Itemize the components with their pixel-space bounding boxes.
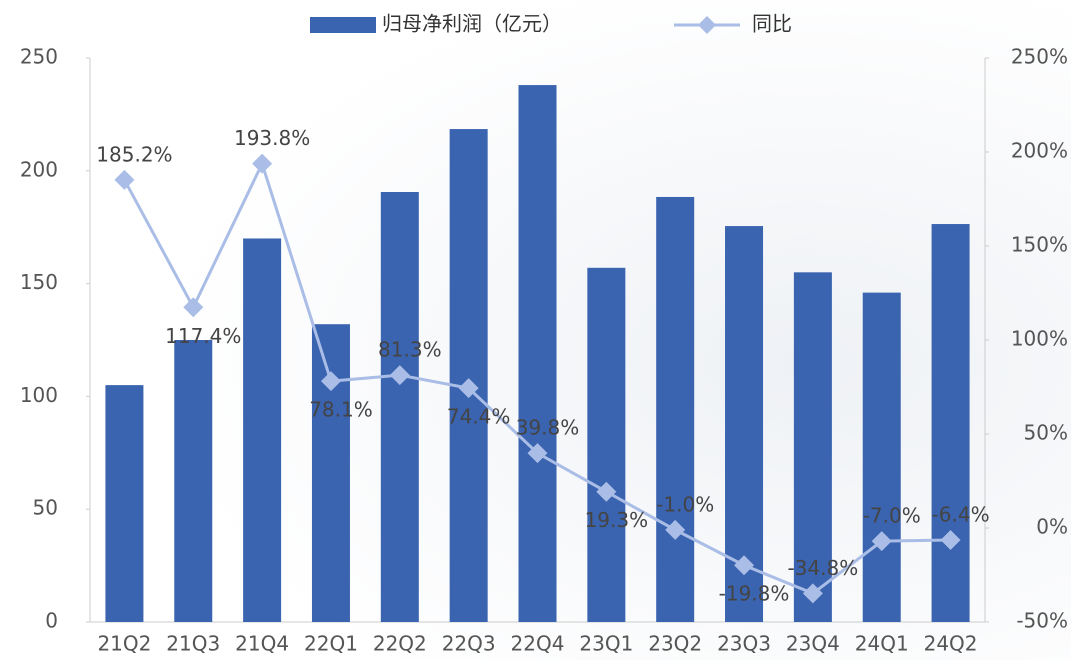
bar	[793, 272, 832, 622]
legend-label: 同比	[752, 12, 792, 36]
x-tick-label: 24Q2	[924, 632, 978, 656]
x-tick-label: 21Q4	[235, 632, 289, 656]
line-marker	[252, 153, 273, 174]
legend-label: 归母净利润（亿元）	[382, 12, 562, 36]
bar	[174, 340, 213, 622]
x-tick-label: 23Q3	[717, 632, 771, 656]
data-label: -1.0%	[656, 492, 714, 516]
y2-tick-label: 150%	[1011, 233, 1068, 257]
y2-tick-label: 250%	[1011, 45, 1068, 69]
y-tick-label: 150	[20, 270, 58, 294]
data-label: 74.4%	[447, 405, 511, 429]
data-label: 78.1%	[309, 398, 373, 422]
legend-swatch	[310, 17, 376, 33]
legend-marker	[698, 16, 716, 34]
data-label: -6.4%	[932, 503, 990, 527]
line-marker	[458, 378, 479, 399]
data-label: 19.3%	[585, 508, 649, 532]
line-marker	[183, 297, 204, 318]
y-tick-label: 100	[20, 383, 58, 407]
y-tick-label: 0	[45, 609, 58, 633]
x-tick-label: 24Q1	[855, 632, 909, 656]
data-label: -7.0%	[863, 504, 921, 528]
data-label: 193.8%	[234, 126, 310, 150]
x-tick-label: 22Q4	[511, 632, 565, 656]
x-tick-label: 23Q4	[786, 632, 840, 656]
bar	[105, 385, 144, 622]
bar	[862, 292, 901, 622]
line-marker	[114, 169, 135, 190]
data-label: -34.8%	[788, 556, 859, 580]
x-tick-label: 23Q2	[648, 632, 702, 656]
data-label: 81.3%	[378, 338, 442, 362]
line-marker	[320, 371, 341, 392]
line-marker	[665, 519, 686, 540]
bar	[656, 196, 695, 622]
y-tick-label: 50	[33, 496, 58, 520]
line-marker	[940, 530, 961, 551]
x-tick-label: 23Q1	[579, 632, 633, 656]
x-tick-label: 22Q1	[304, 632, 358, 656]
data-label: -19.8%	[719, 582, 790, 606]
data-label: 117.4%	[165, 324, 241, 348]
y-tick-label: 200	[20, 157, 58, 181]
x-tick-label: 22Q2	[373, 632, 427, 656]
y-tick-label: 250	[20, 45, 58, 69]
line-marker	[389, 365, 410, 386]
line-marker	[871, 531, 892, 552]
y2-tick-label: 0%	[1036, 515, 1068, 539]
x-tick-label: 21Q3	[166, 632, 220, 656]
bar	[518, 85, 557, 622]
line-marker	[596, 481, 617, 502]
bar	[380, 192, 419, 622]
y2-tick-label: 200%	[1011, 139, 1068, 163]
bar	[311, 324, 350, 622]
y2-tick-label: 100%	[1011, 327, 1068, 351]
bar	[931, 224, 970, 622]
data-label: 39.8%	[516, 416, 580, 440]
line-marker	[527, 443, 548, 464]
line-marker	[734, 555, 755, 576]
bar	[587, 267, 626, 622]
x-tick-label: 21Q2	[97, 632, 151, 656]
bar	[449, 129, 488, 622]
line-marker	[802, 583, 823, 604]
x-tick-label: 22Q3	[442, 632, 496, 656]
bar	[243, 238, 282, 623]
y2-tick-label: -50%	[1016, 609, 1068, 633]
y2-tick-label: 50%	[1024, 421, 1068, 445]
data-label: 185.2%	[96, 142, 172, 166]
